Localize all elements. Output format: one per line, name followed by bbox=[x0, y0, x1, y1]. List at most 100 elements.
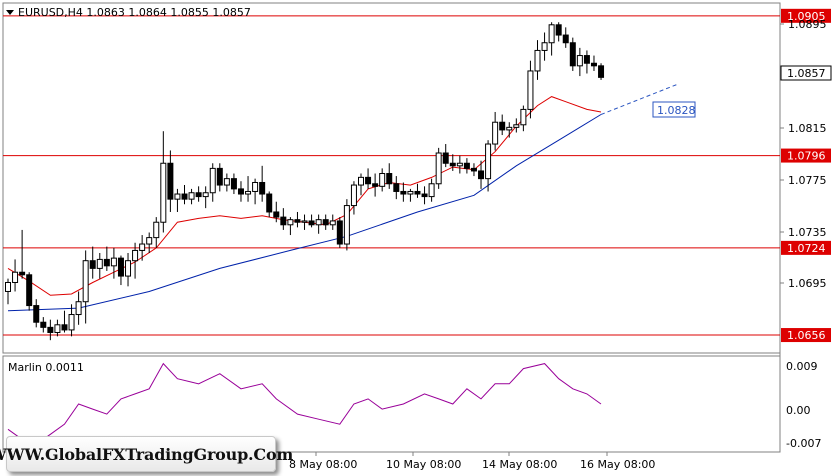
candle-body bbox=[315, 219, 322, 226]
candle-body bbox=[428, 183, 435, 198]
time-label-16-may: 16 May 08:00 bbox=[580, 458, 655, 471]
candle-body bbox=[294, 219, 301, 223]
candle-body bbox=[583, 55, 590, 64]
candle-body bbox=[266, 193, 273, 213]
candle-body bbox=[245, 190, 252, 195]
candle-body bbox=[12, 271, 19, 283]
candle-body bbox=[5, 281, 11, 292]
candle-body bbox=[202, 192, 209, 198]
price-tick: 1.0895 bbox=[788, 18, 827, 31]
candle-body bbox=[301, 220, 308, 223]
candle-body bbox=[181, 193, 188, 200]
candle-body bbox=[527, 70, 534, 110]
candle-body bbox=[132, 249, 139, 262]
time-label-14-may: 14 May 08:00 bbox=[482, 458, 557, 471]
target-price-label: 1.0828 bbox=[657, 104, 696, 117]
candle-body bbox=[33, 305, 40, 323]
candle-body bbox=[47, 326, 54, 333]
candle-body bbox=[499, 121, 506, 131]
candle-body bbox=[259, 181, 266, 195]
candle-body bbox=[153, 221, 160, 239]
candle-body bbox=[139, 243, 146, 251]
candle-body bbox=[146, 237, 153, 245]
candle-body bbox=[492, 121, 499, 145]
candle-body bbox=[273, 211, 280, 218]
candle-body bbox=[358, 176, 364, 186]
current-price-box bbox=[780, 65, 832, 81]
candle-body bbox=[89, 260, 96, 269]
candle-body bbox=[506, 126, 513, 131]
price-tick: 1.0775 bbox=[788, 174, 827, 187]
candle-body bbox=[435, 152, 442, 185]
candle-body bbox=[96, 258, 103, 269]
time-label-8-may: 8 May 08:00 bbox=[289, 458, 357, 471]
dropdown-arrow-icon[interactable] bbox=[6, 10, 14, 15]
level-label: 1.0905 bbox=[787, 10, 826, 23]
time-label-10-may: 10 May 08:00 bbox=[386, 458, 461, 471]
candle-body bbox=[400, 190, 407, 195]
candle-body bbox=[456, 162, 463, 167]
candle-body bbox=[280, 216, 287, 226]
current-price-label: 1.0857 bbox=[787, 67, 826, 80]
candle-body bbox=[485, 143, 492, 180]
candle-body bbox=[174, 193, 181, 200]
candle-body bbox=[336, 220, 343, 245]
candle-body bbox=[237, 188, 244, 195]
candle-body bbox=[470, 167, 477, 172]
candle-body bbox=[350, 184, 357, 207]
candle-body bbox=[449, 162, 456, 167]
candle-body bbox=[513, 124, 520, 128]
candle-body bbox=[329, 220, 336, 226]
candle-body bbox=[576, 55, 583, 67]
candle-body bbox=[365, 176, 372, 185]
candle-body bbox=[68, 314, 75, 331]
candle-body bbox=[19, 271, 26, 276]
candle-body bbox=[386, 173, 393, 185]
level-label: 1.0796 bbox=[787, 150, 826, 163]
osc-tick: 0.009 bbox=[786, 360, 818, 373]
level-label: 1.0724 bbox=[787, 242, 826, 255]
candle-body bbox=[379, 173, 386, 187]
symbol-info: EURUSD,H4 1.0863 1.0864 1.0855 1.0857 bbox=[18, 6, 251, 19]
candle-body bbox=[26, 274, 33, 307]
candle-body bbox=[54, 324, 61, 333]
candle-body bbox=[82, 260, 89, 303]
candle-body bbox=[287, 219, 294, 226]
watermark-banner: WWW.GlobalFXTradingGroup.Com bbox=[0, 436, 293, 472]
candle-body bbox=[372, 183, 379, 187]
level-label-box bbox=[781, 240, 831, 255]
level-label-box bbox=[781, 328, 831, 343]
candle-body bbox=[343, 205, 350, 245]
candle-body bbox=[421, 193, 428, 198]
candle-body bbox=[117, 257, 124, 277]
candle-body bbox=[103, 258, 110, 267]
marlin-oscillator-line bbox=[7, 362, 602, 445]
candle-body bbox=[195, 192, 202, 198]
candle-body bbox=[223, 178, 230, 186]
price-tick: 1.0735 bbox=[788, 226, 827, 239]
candle-body bbox=[520, 108, 527, 126]
candle-body bbox=[534, 49, 541, 72]
candle-body bbox=[414, 190, 421, 195]
candle-body bbox=[322, 219, 329, 226]
candle-body bbox=[590, 62, 597, 67]
level-label: 1.0656 bbox=[787, 329, 826, 342]
candle-body bbox=[40, 321, 47, 328]
candle-body bbox=[167, 162, 174, 200]
candle-body bbox=[188, 192, 195, 200]
candle-body bbox=[75, 301, 82, 316]
candle-body bbox=[562, 34, 569, 44]
price-tick: 1.0815 bbox=[788, 122, 827, 135]
target-price-box[interactable] bbox=[652, 101, 696, 118]
osc-tick: 0.00 bbox=[786, 404, 811, 417]
price-tick: 1.0695 bbox=[788, 277, 827, 290]
candle-body bbox=[110, 257, 117, 267]
candle-body bbox=[555, 24, 562, 36]
level-label-box bbox=[781, 8, 831, 23]
candle-body bbox=[393, 183, 400, 192]
candle-body bbox=[463, 162, 470, 169]
candle-body bbox=[541, 42, 548, 51]
candle-body bbox=[209, 167, 216, 194]
